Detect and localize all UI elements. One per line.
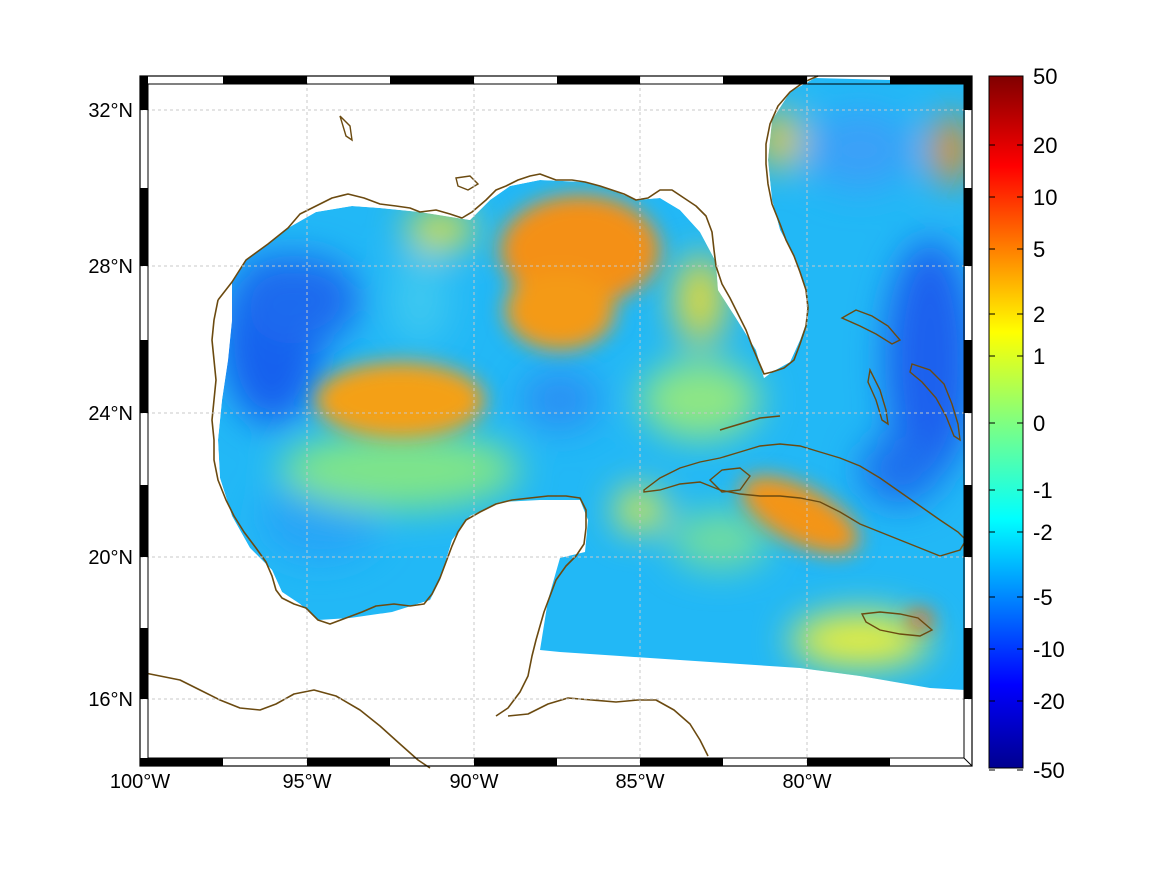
colorbar-label: -2 — [1033, 520, 1053, 545]
colorbar-label: -5 — [1033, 585, 1053, 610]
lat-label: 32°N — [88, 100, 133, 122]
lon-label: 95°W — [282, 771, 331, 793]
lat-label: 24°N — [88, 403, 133, 425]
latitude-labels: 32°N 28°N 24°N 20°N 16°N — [88, 100, 133, 711]
lon-label: 100°W — [110, 771, 170, 793]
colorbar-label: 50 — [1033, 64, 1057, 89]
lat-label: 16°N — [88, 689, 133, 711]
lon-label: 90°W — [449, 771, 498, 793]
colorbar-label: -10 — [1033, 637, 1065, 662]
colorbar-label: 0 — [1033, 411, 1045, 436]
colorbar-label: 1 — [1033, 344, 1045, 369]
colorbar-label: 10 — [1033, 185, 1057, 210]
lat-label: 20°N — [88, 547, 133, 569]
colorbar-label: 20 — [1033, 133, 1057, 158]
colorbar-label: 5 — [1033, 237, 1045, 262]
colorbar-label: -50 — [1033, 758, 1065, 783]
map-frame — [139, 75, 973, 767]
lon-label: 85°W — [615, 771, 664, 793]
coastlines — [139, 75, 967, 769]
colorbar-label: -1 — [1033, 478, 1053, 503]
colorbar-gradient — [988, 75, 1024, 769]
lat-label: 28°N — [88, 256, 133, 278]
lon-label: 80°W — [782, 771, 831, 793]
colorbar-label: 2 — [1033, 302, 1045, 327]
longitude-labels: 100°W 95°W 90°W 85°W 80°W — [110, 771, 832, 793]
colorbar-label: -20 — [1033, 689, 1065, 714]
graticule — [140, 76, 972, 766]
